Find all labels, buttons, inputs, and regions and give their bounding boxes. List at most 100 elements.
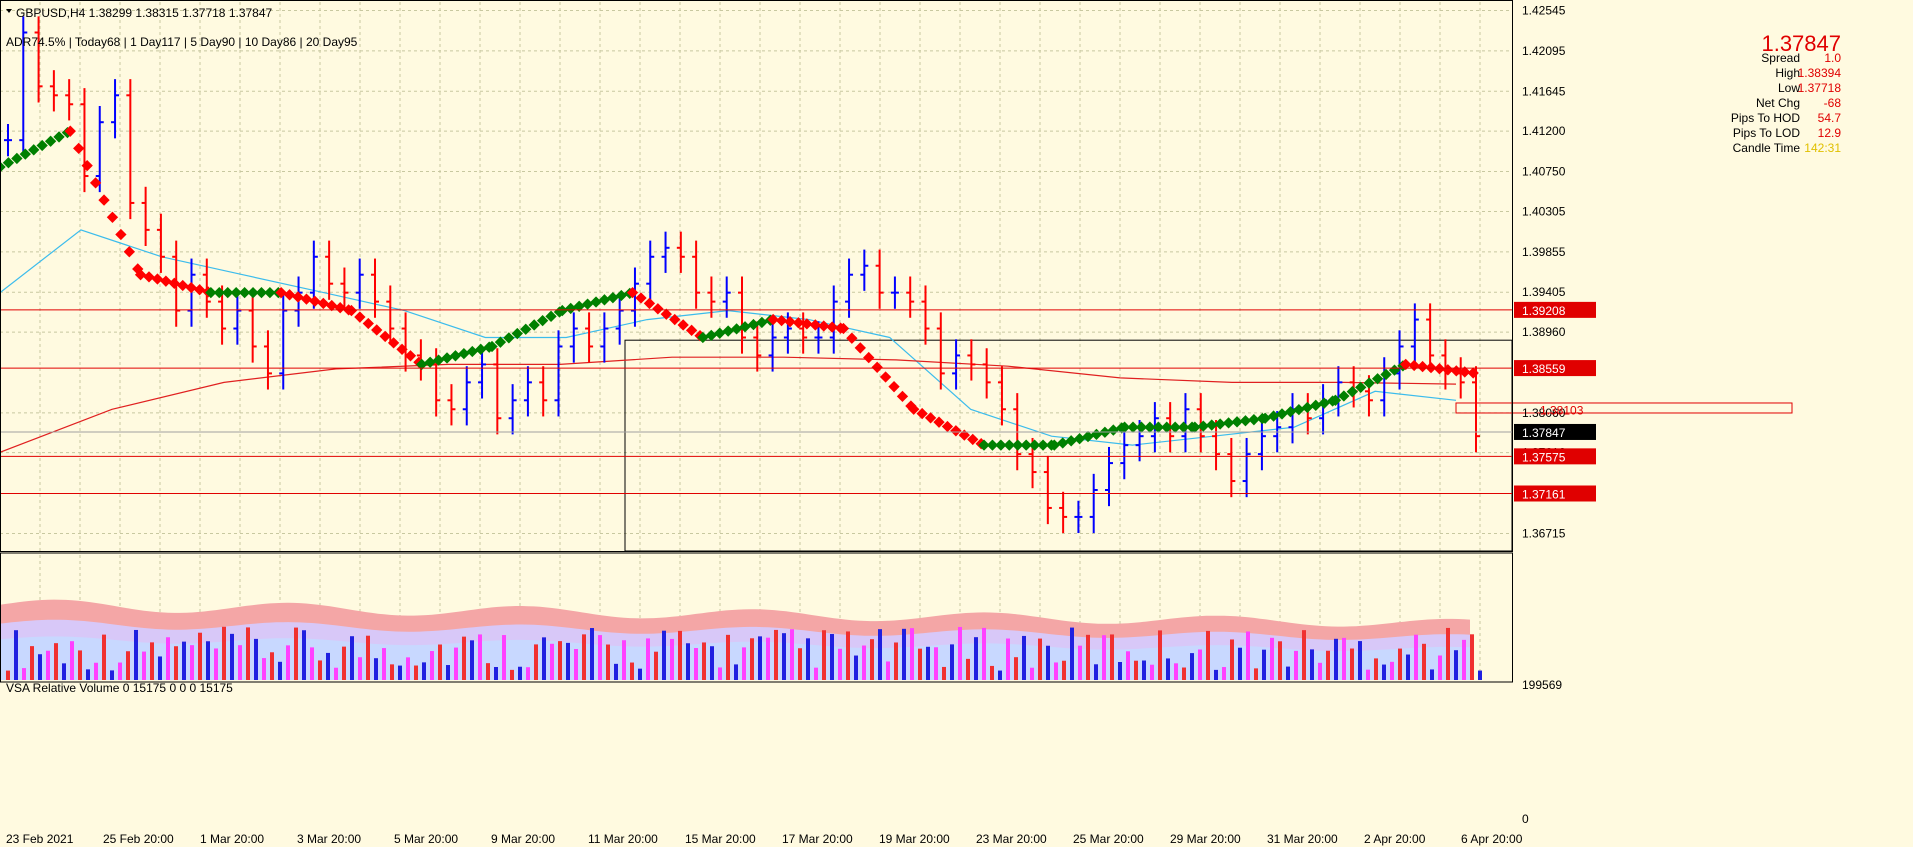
ma-marker: [660, 308, 672, 320]
volume-bar: [214, 648, 218, 680]
volume-bar: [638, 668, 642, 680]
ma-marker: [1467, 367, 1479, 379]
ma-slow-line: [0, 356, 1457, 453]
ma-marker: [626, 286, 639, 299]
volume-bar: [990, 665, 994, 680]
volume-bar: [1358, 641, 1362, 680]
dropdown-icon[interactable]: [6, 9, 12, 13]
ma-marker: [863, 351, 875, 364]
volume-bar: [334, 667, 338, 680]
volume-bar: [582, 634, 586, 680]
volume-bar: [166, 637, 170, 680]
price-tick-label: 1.42545: [1522, 4, 1566, 18]
horizontal-levels[interactable]: [0, 309, 1512, 494]
volume-bar: [318, 660, 322, 680]
ma-marker: [1177, 421, 1190, 433]
volume-axis-min: 0: [1522, 812, 1529, 826]
time-tick-label: 31 Mar 20:00: [1267, 832, 1338, 846]
ma-marker: [871, 361, 883, 373]
ma-marker: [416, 358, 428, 371]
ma-marker: [1355, 381, 1367, 394]
ma-marker: [685, 324, 698, 336]
ma-marker: [247, 286, 259, 299]
ma-marker: [494, 336, 507, 348]
ma-marker: [1048, 439, 1060, 451]
volume-bar: [742, 647, 746, 680]
ma-marker: [309, 295, 321, 307]
volume-bar: [94, 662, 98, 680]
ma-marker: [264, 286, 276, 299]
ma-marker: [1222, 417, 1235, 429]
volume-bar: [270, 652, 274, 680]
volume-bar: [942, 666, 946, 680]
ma-marker: [387, 337, 400, 349]
ma-marker: [784, 316, 796, 328]
ma-marker: [53, 131, 65, 143]
ma-marker: [1284, 406, 1297, 418]
volume-bar: [1430, 669, 1434, 680]
volume-bar: [1310, 649, 1314, 680]
volume-bar: [126, 651, 130, 680]
volume-bar: [982, 627, 986, 680]
info-row-label: Low: [1778, 81, 1800, 95]
level-label: 1.37161: [1522, 487, 1566, 501]
volume-bar: [1390, 661, 1394, 680]
ma-marker: [255, 286, 268, 299]
ma-marker: [536, 314, 549, 327]
ma-marker: [1371, 373, 1384, 385]
ma-marker: [1082, 430, 1094, 443]
price-panel-frame: [0, 0, 1513, 552]
ma-marker: [1433, 363, 1446, 375]
ma-marker: [854, 342, 866, 354]
volume-bar: [350, 636, 354, 680]
volume-bar: [646, 638, 650, 680]
volume-bar: [1006, 638, 1010, 680]
volume-bar: [430, 651, 434, 680]
volume-bar: [1054, 662, 1058, 680]
volume-bar: [902, 628, 906, 680]
ma-marker: [986, 439, 999, 451]
volume-bar: [414, 665, 418, 680]
volume-bar: [1270, 637, 1274, 680]
time-tick-label: 23 Mar 20:00: [976, 832, 1047, 846]
volume-bar: [838, 648, 842, 680]
ma-marker: [528, 319, 540, 331]
ma-marker: [1135, 421, 1148, 433]
ma-marker: [607, 292, 619, 304]
volume-bar: [1318, 662, 1322, 680]
volume-bar: [1062, 660, 1066, 680]
price-tick-label: 1.42095: [1522, 44, 1566, 58]
ma-marker: [652, 303, 664, 315]
ma-marker: [36, 139, 48, 152]
volume-bar: [1414, 634, 1418, 680]
ma-marker: [222, 286, 234, 299]
volume-bar: [22, 668, 26, 680]
ma-marker: [1318, 397, 1330, 409]
volume-bar: [1398, 648, 1402, 680]
volume-bar: [374, 658, 378, 680]
ma-marker: [846, 332, 858, 344]
volume-bar: [1078, 645, 1082, 680]
level-label-box: [1514, 360, 1596, 377]
ma-marker: [1028, 439, 1041, 451]
ma-marker: [1276, 408, 1288, 420]
ma-marker: [916, 407, 928, 420]
volume-bar: [1086, 634, 1090, 680]
volume-bar: [1382, 664, 1386, 680]
volume-bar: [662, 630, 666, 680]
ma-marker: [1388, 364, 1401, 376]
ma-marker: [1107, 424, 1119, 436]
volume-bar: [750, 638, 754, 680]
volume-bar: [846, 631, 850, 680]
time-tick-label: 6 Apr 20:00: [1461, 832, 1523, 846]
volume-bar: [550, 643, 554, 680]
ma-marker: [739, 321, 751, 333]
volume-bar: [1094, 664, 1098, 680]
volume-bar: [454, 647, 458, 680]
info-row-value: 54.7: [1818, 111, 1842, 125]
time-tick-label: 23 Feb 2021: [6, 832, 74, 846]
volume-bar: [1046, 645, 1050, 680]
zone-rectangle[interactable]: [1455, 402, 1793, 414]
ma-marker: [449, 350, 462, 362]
